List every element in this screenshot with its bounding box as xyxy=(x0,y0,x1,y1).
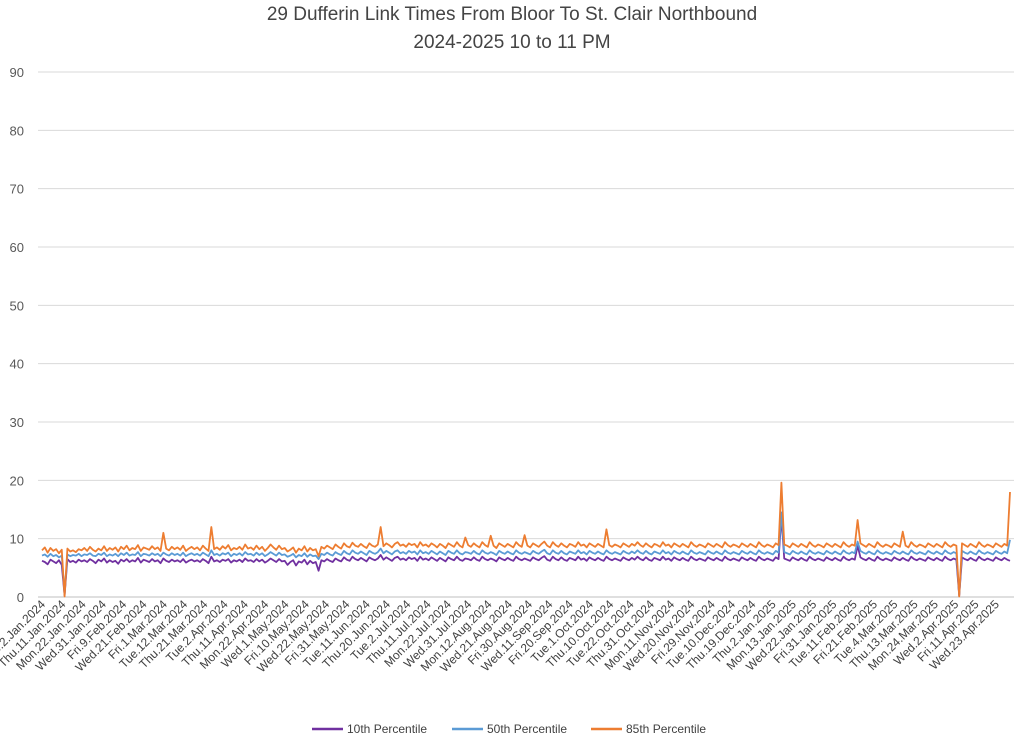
gridlines xyxy=(38,71,1014,598)
y-tick-label: 50 xyxy=(10,298,24,313)
legend: 10th Percentile 50th Percentile 85th Perce… xyxy=(312,722,706,736)
y-tick-label: 80 xyxy=(10,123,24,138)
series-line-2 xyxy=(41,511,1011,596)
y-tick-label: 30 xyxy=(10,415,24,430)
y-tick-label: 0 xyxy=(17,590,24,605)
y-tick-label: 60 xyxy=(10,240,24,255)
y-tick-label: 20 xyxy=(10,473,24,488)
y-tick-label: 40 xyxy=(10,357,24,372)
series-line-3 xyxy=(41,481,1011,598)
chart-title: 29 Dufferin Link Times From Bloor To St.… xyxy=(266,4,758,25)
y-tick-label: 70 xyxy=(10,182,24,197)
y-tick-label: 10 xyxy=(10,532,24,547)
series-lines xyxy=(41,481,1011,598)
legend-label-1: 10th Percentile xyxy=(347,722,427,736)
y-tick-label: 90 xyxy=(10,65,24,80)
series-line-1 xyxy=(41,515,1011,597)
y-axis-ticks: 0 10 20 30 40 50 60 70 80 90 xyxy=(10,65,24,605)
x-axis-ticks: Tue.2.Jan.2024Thu.11.Jan.2024Mon.22.Jan.… xyxy=(0,597,1002,675)
legend-label-3: 85th Percentile xyxy=(626,722,706,736)
legend-label-2: 50th Percentile xyxy=(487,722,567,736)
chart-subtitle: 2024-2025 10 to 11 PM xyxy=(413,32,611,53)
